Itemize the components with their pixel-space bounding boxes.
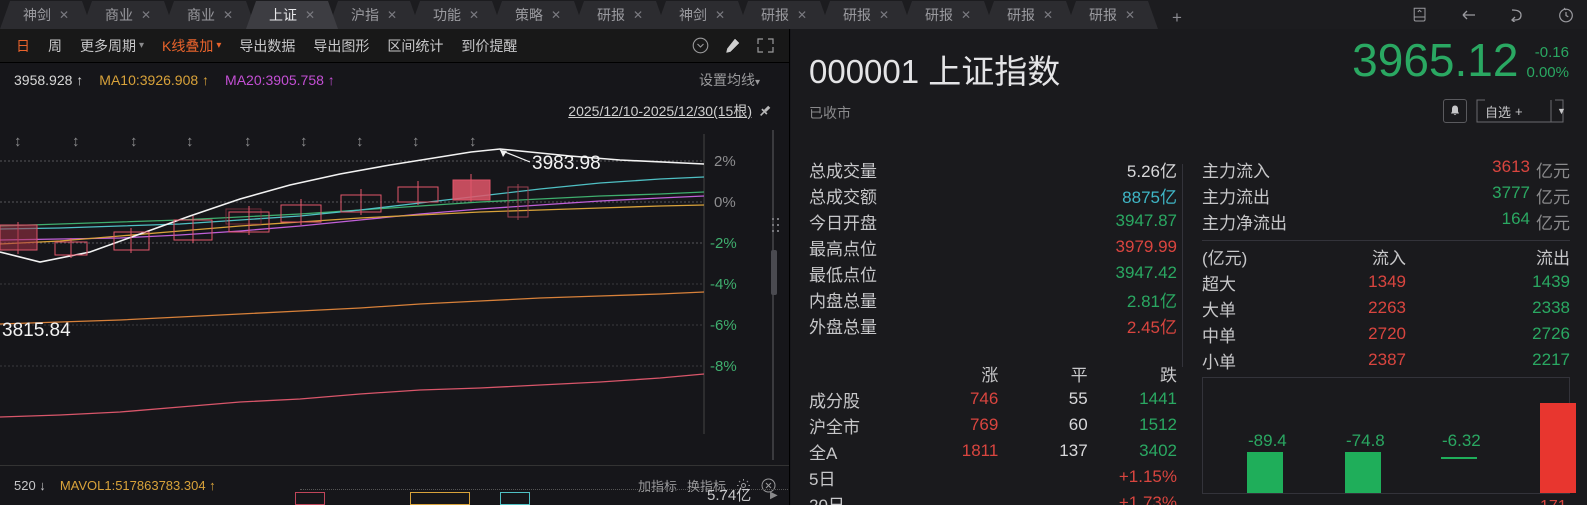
svg-text:-6%: -6% <box>710 317 737 334</box>
svg-text:↕: ↕ <box>300 134 308 150</box>
svg-text:↕: ↕ <box>412 134 420 150</box>
svg-text:↕: ↕ <box>469 134 477 150</box>
svg-text:↕: ↕ <box>14 134 22 150</box>
svg-text:↕: ↕ <box>130 134 138 150</box>
svg-text:3815.84: 3815.84 <box>2 320 71 341</box>
svg-text:3983.98: 3983.98 <box>532 153 601 174</box>
svg-text:-4%: -4% <box>710 276 737 293</box>
svg-text:↕: ↕ <box>244 134 252 150</box>
svg-text:-8%: -8% <box>710 358 737 375</box>
svg-text:2%: 2% <box>714 153 736 170</box>
svg-text:0%: 0% <box>714 194 736 211</box>
svg-text:↕: ↕ <box>186 134 194 150</box>
svg-text:↕: ↕ <box>72 134 80 150</box>
svg-text:-2%: -2% <box>710 235 737 252</box>
svg-text:↕: ↕ <box>356 134 364 150</box>
